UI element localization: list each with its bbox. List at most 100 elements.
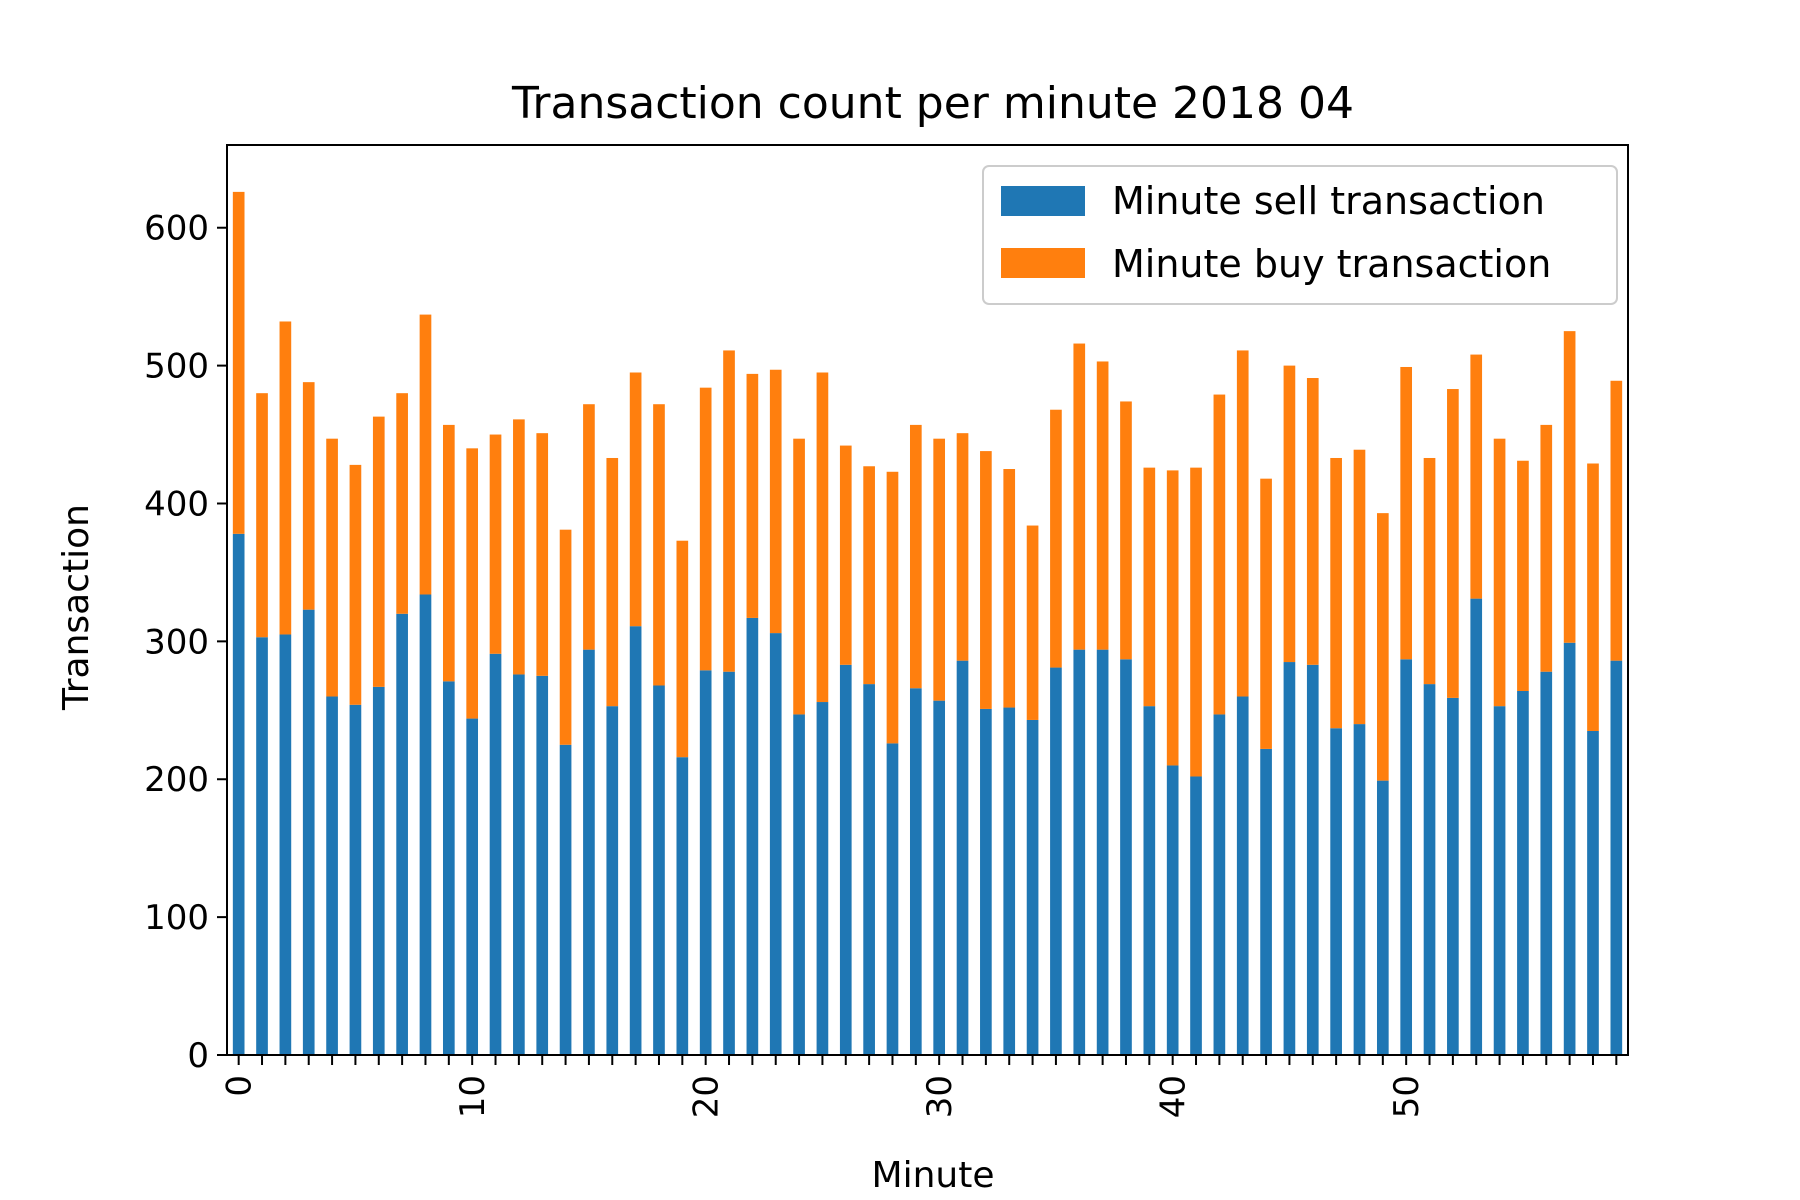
bar-sell-minute-31 xyxy=(956,660,969,1055)
bar-sell-minute-19 xyxy=(676,757,689,1055)
bar-sell-minute-47 xyxy=(1330,728,1342,1055)
bar-sell-minute-13 xyxy=(536,675,549,1055)
legend: Minute sell transaction Minute buy trans… xyxy=(982,165,1618,305)
bar-sell-minute-3 xyxy=(302,609,315,1055)
y-tick-label-500: 500 xyxy=(144,347,209,387)
bar-buy-minute-7 xyxy=(396,393,408,614)
bar-sell-minute-56 xyxy=(1540,671,1553,1055)
bar-buy-minute-5 xyxy=(349,464,362,705)
bar-buy-minute-0 xyxy=(232,191,245,534)
bar-sell-minute-23 xyxy=(769,633,782,1055)
x-tick-label-40: 40 xyxy=(1154,1075,1194,1118)
bar-sell-minute-17 xyxy=(629,626,642,1055)
bar-sell-minute-21 xyxy=(723,671,735,1055)
chart-title: Transaction count per minute 2018 04 xyxy=(511,78,1354,129)
bar-buy-minute-8 xyxy=(419,314,432,595)
bar-sell-minute-37 xyxy=(1096,649,1109,1055)
bar-sell-minute-27 xyxy=(863,684,875,1055)
bar-sell-minute-11 xyxy=(489,653,502,1055)
bar-buy-minute-32 xyxy=(980,451,992,709)
plot-frame xyxy=(226,144,1629,1056)
bar-sell-minute-39 xyxy=(1143,706,1156,1055)
legend-label-sell: Minute sell transaction xyxy=(1112,179,1545,223)
bar-sell-minute-38 xyxy=(1120,659,1132,1055)
x-tick-label-30: 30 xyxy=(920,1075,960,1118)
bars-layer xyxy=(232,191,1623,1055)
bar-sell-minute-9 xyxy=(442,681,455,1055)
bar-sell-minute-15 xyxy=(583,649,595,1055)
bar-sell-minute-2 xyxy=(279,634,292,1055)
bar-sell-minute-24 xyxy=(793,714,805,1055)
bar-buy-minute-56 xyxy=(1540,424,1553,672)
bar-sell-minute-52 xyxy=(1447,697,1459,1055)
legend-label-buy: Minute buy transaction xyxy=(1112,242,1551,286)
x-tick-label-0: 0 xyxy=(220,1075,260,1097)
bar-sell-minute-16 xyxy=(606,706,619,1055)
bar-buy-minute-2 xyxy=(279,321,292,635)
bar-buy-minute-26 xyxy=(839,445,852,665)
y-axis-title: Transaction xyxy=(56,504,97,711)
bar-sell-minute-26 xyxy=(839,664,852,1055)
y-tick-label-200: 200 xyxy=(144,760,209,800)
bar-buy-minute-4 xyxy=(326,438,338,697)
bar-buy-minute-46 xyxy=(1306,378,1319,665)
bar-buy-minute-21 xyxy=(723,350,735,672)
bar-buy-minute-30 xyxy=(933,438,946,701)
bar-sell-minute-6 xyxy=(372,686,385,1055)
bar-buy-minute-35 xyxy=(1050,409,1062,668)
bar-buy-minute-23 xyxy=(769,369,782,634)
bar-buy-minute-51 xyxy=(1423,457,1436,685)
bar-buy-minute-12 xyxy=(513,419,525,675)
bar-sell-minute-12 xyxy=(513,674,525,1055)
bar-buy-minute-57 xyxy=(1563,331,1576,643)
bar-buy-minute-10 xyxy=(466,448,479,719)
bar-buy-minute-22 xyxy=(746,373,759,618)
y-tick-label-400: 400 xyxy=(144,484,209,524)
bar-buy-minute-20 xyxy=(699,387,712,671)
bar-buy-minute-33 xyxy=(1003,469,1016,708)
bar-buy-minute-49 xyxy=(1376,513,1389,781)
legend-swatch-sell xyxy=(1001,186,1085,216)
bar-sell-minute-18 xyxy=(653,685,665,1055)
bar-sell-minute-49 xyxy=(1376,780,1389,1055)
bar-sell-minute-0 xyxy=(232,533,245,1055)
bar-buy-minute-31 xyxy=(956,433,969,661)
bar-buy-minute-55 xyxy=(1517,460,1529,691)
bar-buy-minute-28 xyxy=(886,471,899,744)
bar-buy-minute-27 xyxy=(863,466,875,685)
bar-sell-minute-57 xyxy=(1563,642,1576,1055)
bar-sell-minute-8 xyxy=(419,594,432,1055)
bar-sell-minute-41 xyxy=(1190,776,1202,1055)
bar-sell-minute-29 xyxy=(909,688,922,1055)
bar-buy-minute-19 xyxy=(676,540,689,758)
bar-sell-minute-51 xyxy=(1423,684,1436,1055)
bar-sell-minute-25 xyxy=(816,702,829,1055)
bar-buy-minute-41 xyxy=(1190,467,1202,777)
bar-sell-minute-10 xyxy=(466,718,479,1055)
bar-buy-minute-54 xyxy=(1493,438,1506,707)
bar-buy-minute-43 xyxy=(1236,350,1249,697)
bar-buy-minute-15 xyxy=(583,404,595,650)
bar-buy-minute-17 xyxy=(629,372,642,627)
bar-sell-minute-32 xyxy=(980,708,992,1055)
bar-buy-minute-1 xyxy=(256,393,268,638)
bar-sell-minute-59 xyxy=(1610,660,1623,1055)
bar-sell-minute-35 xyxy=(1050,667,1062,1055)
bar-sell-minute-1 xyxy=(256,637,268,1055)
y-tick-label-600: 600 xyxy=(144,209,209,249)
bar-buy-minute-58 xyxy=(1587,463,1599,731)
bar-sell-minute-5 xyxy=(349,704,362,1055)
bar-buy-minute-29 xyxy=(909,424,922,689)
bar-sell-minute-22 xyxy=(746,617,759,1055)
bar-sell-minute-33 xyxy=(1003,707,1016,1055)
y-tick-label-100: 100 xyxy=(144,898,209,938)
bar-sell-minute-14 xyxy=(559,744,572,1055)
bar-sell-minute-42 xyxy=(1213,714,1226,1055)
bar-sell-minute-36 xyxy=(1073,649,1086,1055)
bar-buy-minute-13 xyxy=(536,433,549,676)
bar-buy-minute-34 xyxy=(1026,525,1039,720)
x-tick-label-50: 50 xyxy=(1387,1075,1427,1118)
bar-sell-minute-58 xyxy=(1587,730,1599,1055)
